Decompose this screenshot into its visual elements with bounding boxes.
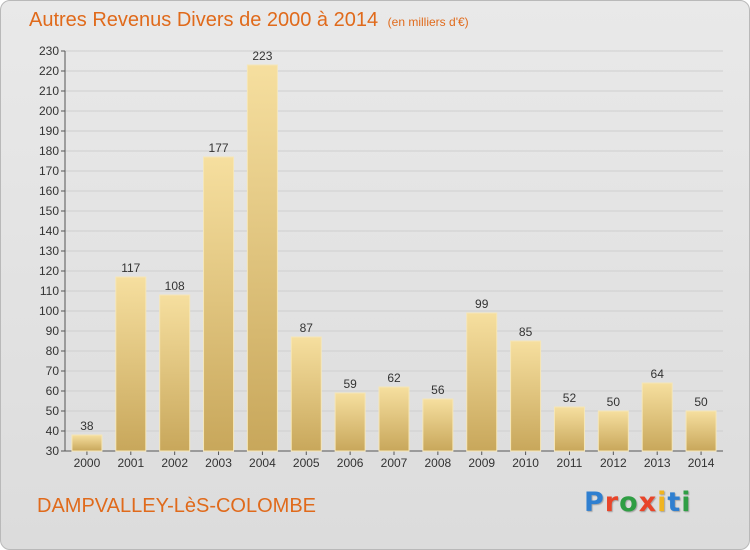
bar-value-label: 38: [80, 419, 94, 433]
x-tick-label: 2002: [161, 456, 188, 470]
proxiti-logo: Proxiti: [584, 487, 692, 518]
y-tick-label: 200: [39, 104, 59, 118]
x-tick-label: 2010: [512, 456, 539, 470]
y-tick-label: 110: [40, 284, 59, 298]
bar-value-label: 56: [431, 383, 445, 397]
bar: [115, 276, 147, 452]
bar-value-label: 87: [300, 321, 314, 335]
chart-title-text: Autres Revenus Divers de 2000 à 2014: [29, 9, 379, 31]
x-tick-label: 2005: [293, 456, 320, 470]
logo-letter: r: [604, 487, 620, 518]
bar-value-label: 223: [252, 49, 272, 63]
bar: [466, 312, 498, 452]
y-tick-label: 210: [39, 84, 59, 98]
bar-value-label: 50: [694, 395, 708, 409]
y-tick-label: 190: [39, 124, 59, 138]
logo-letter: i: [681, 487, 692, 518]
bar-value-label: 59: [343, 377, 357, 391]
bar-value-label: 85: [519, 325, 533, 339]
bar: [641, 382, 673, 452]
place-name: DAMPVALLEY-LèS-COLOMBE: [37, 495, 316, 517]
bar-value-label: 117: [121, 261, 140, 275]
y-tick-label: 220: [39, 64, 59, 78]
x-tick-label: 2008: [425, 456, 452, 470]
y-tick-label: 160: [39, 184, 59, 198]
bar: [422, 398, 454, 452]
bar: [159, 294, 191, 452]
bar-value-label: 108: [165, 279, 185, 293]
y-tick-label: 30: [46, 444, 60, 458]
y-tick-label: 80: [46, 344, 60, 358]
bar-value-label: 52: [563, 391, 577, 405]
x-tick-label: 2012: [600, 456, 627, 470]
bar: [510, 340, 542, 452]
x-tick-label: 2004: [249, 456, 276, 470]
x-tick-label: 2007: [381, 456, 408, 470]
x-tick-label: 2009: [468, 456, 495, 470]
y-tick-label: 180: [39, 144, 59, 158]
y-tick-label: 50: [46, 404, 60, 418]
y-tick-label: 60: [46, 384, 60, 398]
bar: [597, 410, 629, 452]
y-tick-label: 230: [39, 44, 59, 58]
bar: [246, 64, 278, 452]
y-tick-label: 70: [46, 364, 60, 378]
x-tick-label: 2000: [74, 456, 101, 470]
chart-unit-note: (en milliers d'€): [387, 15, 469, 29]
bar-value-label: 177: [209, 141, 229, 155]
bar: [378, 386, 410, 452]
bar: [290, 336, 322, 452]
logo-letter: o: [619, 487, 639, 518]
logo-letter: P: [584, 487, 605, 518]
y-tick-label: 150: [39, 204, 59, 218]
x-tick-label: 2011: [557, 456, 583, 470]
bar: [553, 406, 585, 452]
y-tick-label: 40: [46, 424, 60, 438]
y-tick-label: 170: [39, 164, 59, 178]
chart-title: Autres Revenus Divers de 2000 à 2014 (en…: [29, 9, 469, 32]
y-tick-label: 100: [39, 304, 59, 318]
x-tick-label: 2003: [205, 456, 232, 470]
bar: [203, 156, 235, 452]
bar-value-label: 50: [607, 395, 621, 409]
y-tick-label: 90: [46, 324, 60, 338]
bar-value-label: 62: [387, 371, 401, 385]
bar: [685, 410, 717, 452]
logo-letter: t: [667, 487, 682, 518]
x-tick-label: 2013: [644, 456, 671, 470]
x-tick-label: 2006: [337, 456, 364, 470]
logo-letter: x: [638, 487, 658, 518]
y-tick-label: 120: [39, 264, 59, 278]
y-tick-label: 130: [39, 244, 59, 258]
x-tick-label: 2001: [117, 456, 144, 470]
y-tick-label: 140: [39, 224, 59, 238]
x-tick-label: 2014: [688, 456, 715, 470]
bar: [334, 392, 366, 452]
bar-value-label: 64: [651, 367, 665, 381]
bar-value-label: 99: [475, 297, 489, 311]
logo-letter: i: [657, 487, 668, 518]
bar: [71, 434, 103, 452]
